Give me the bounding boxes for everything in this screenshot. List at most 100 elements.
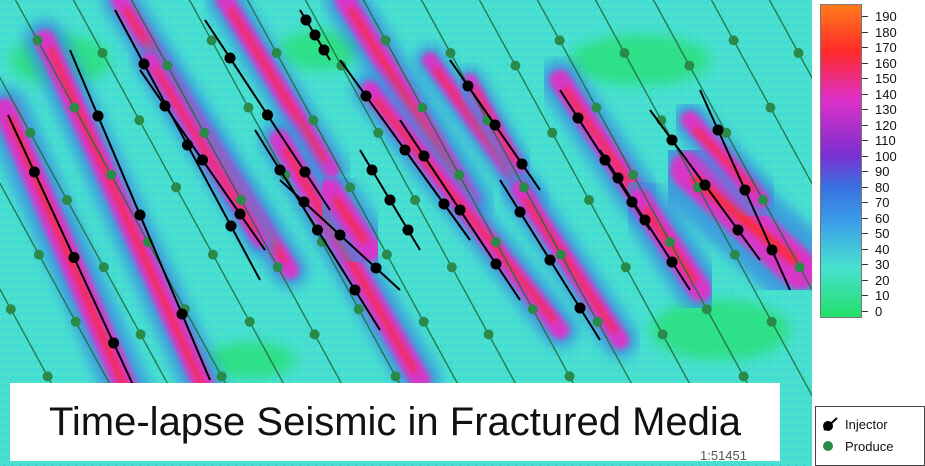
injector-well xyxy=(68,252,80,263)
producer-well xyxy=(171,182,182,193)
anomaly-stripe xyxy=(539,59,661,221)
color-scale-tick-label: 130 xyxy=(875,102,897,117)
producer-well xyxy=(216,371,227,382)
color-scale-tick xyxy=(862,248,868,250)
color-scale-tick xyxy=(862,140,868,141)
producer-well xyxy=(766,316,777,327)
color-scale-tick xyxy=(862,233,868,234)
injector-well xyxy=(489,119,501,131)
color-scale-tick xyxy=(862,155,868,157)
injector-wells xyxy=(7,9,791,401)
injector-well xyxy=(699,179,711,191)
injector-well xyxy=(225,220,237,232)
producer-well xyxy=(555,249,566,260)
injector-well xyxy=(366,164,378,176)
color-scale-tick-label: 80 xyxy=(875,179,890,195)
producer-well xyxy=(657,329,668,340)
producer-icon xyxy=(820,438,840,454)
producer-well xyxy=(684,60,695,71)
injector-well xyxy=(300,14,312,26)
injector-well xyxy=(108,337,120,349)
producer-well xyxy=(236,195,246,205)
color-scale-tick-label: 90 xyxy=(875,164,890,179)
producer-well xyxy=(244,316,255,327)
producer-well xyxy=(483,329,494,340)
producer-well xyxy=(446,262,457,273)
producer-well xyxy=(547,127,558,138)
well-trace xyxy=(72,0,299,411)
injector-well xyxy=(399,144,411,156)
color-scale-tick xyxy=(862,310,868,312)
producer-well xyxy=(97,48,108,58)
producer-well xyxy=(728,35,739,46)
producer-well xyxy=(417,102,428,113)
color-scale-tick xyxy=(862,16,868,17)
legend-producer-label: Produce xyxy=(845,438,894,454)
color-scale-tick xyxy=(862,109,868,110)
producer-well xyxy=(584,195,594,205)
injector-well xyxy=(299,166,311,178)
injector-well xyxy=(418,150,430,162)
producer-well xyxy=(418,316,429,327)
injector-well xyxy=(318,44,330,56)
injector-well xyxy=(349,284,361,296)
color-scale-tick xyxy=(862,93,868,95)
color-scale: 190 180 170 160 150 140 130 120 110 100 90 80 70 60 50… xyxy=(820,4,925,326)
injector-well xyxy=(176,308,188,320)
color-scale-tick xyxy=(862,62,868,64)
injector-well xyxy=(384,194,396,206)
producer-well xyxy=(510,60,521,71)
color-scale-tick-label: 180 xyxy=(875,24,897,40)
color-scale-tick-label: 60 xyxy=(875,210,890,226)
color-scale-tick-label: 40 xyxy=(875,241,890,257)
producer-well xyxy=(564,371,575,382)
color-scale-tick-label: 20 xyxy=(875,272,890,288)
injector-well xyxy=(766,244,778,256)
producer-well xyxy=(527,304,538,315)
color-scale-tick-label: 160 xyxy=(875,55,897,71)
producer-well xyxy=(591,102,602,113)
well-trace xyxy=(362,0,589,411)
color-scale-tick-label: 100 xyxy=(875,148,897,164)
producer-well xyxy=(32,35,43,46)
well-trace xyxy=(246,0,473,411)
injector-well xyxy=(666,134,678,146)
producer-well xyxy=(738,371,749,382)
color-scale-tick-label: 150 xyxy=(875,71,897,86)
color-scale-tick xyxy=(862,124,868,126)
producer-well xyxy=(62,195,72,205)
legend-injector-label: Injector xyxy=(845,416,888,432)
producer-well xyxy=(134,115,145,126)
color-scale-tick xyxy=(862,171,868,172)
producer-well xyxy=(345,182,356,193)
injector-well xyxy=(262,109,273,121)
color-scale-tick-label: 0 xyxy=(875,303,883,319)
injector-well xyxy=(438,198,450,210)
well-trace xyxy=(0,288,67,411)
figure-caption: Time-lapse Seismic in Fractured Media xyxy=(10,383,780,461)
injector-well xyxy=(402,224,414,236)
producer-well xyxy=(794,262,805,273)
producer-well xyxy=(272,262,283,273)
producer-well xyxy=(665,237,675,247)
producer-well xyxy=(628,169,639,180)
producer-well xyxy=(271,48,282,58)
color-scale-tick-label: 30 xyxy=(875,257,890,272)
well-trace xyxy=(0,182,125,411)
producer-well xyxy=(381,249,392,260)
producer-well xyxy=(519,182,530,193)
producer-well xyxy=(619,48,630,58)
color-scale-tick xyxy=(862,186,868,188)
color-scale-tick-label: 190 xyxy=(875,9,897,24)
injector-well xyxy=(234,208,246,220)
injector-well xyxy=(732,224,744,236)
producer-well xyxy=(390,371,401,382)
well-trace xyxy=(768,0,812,80)
injector-well xyxy=(516,158,528,170)
injector-well xyxy=(370,262,382,274)
seismic-map xyxy=(0,0,812,466)
color-scale-tick xyxy=(862,217,868,219)
legend-producer: Produce xyxy=(820,437,893,455)
injector-well xyxy=(28,166,40,178)
producer-well xyxy=(206,35,217,46)
